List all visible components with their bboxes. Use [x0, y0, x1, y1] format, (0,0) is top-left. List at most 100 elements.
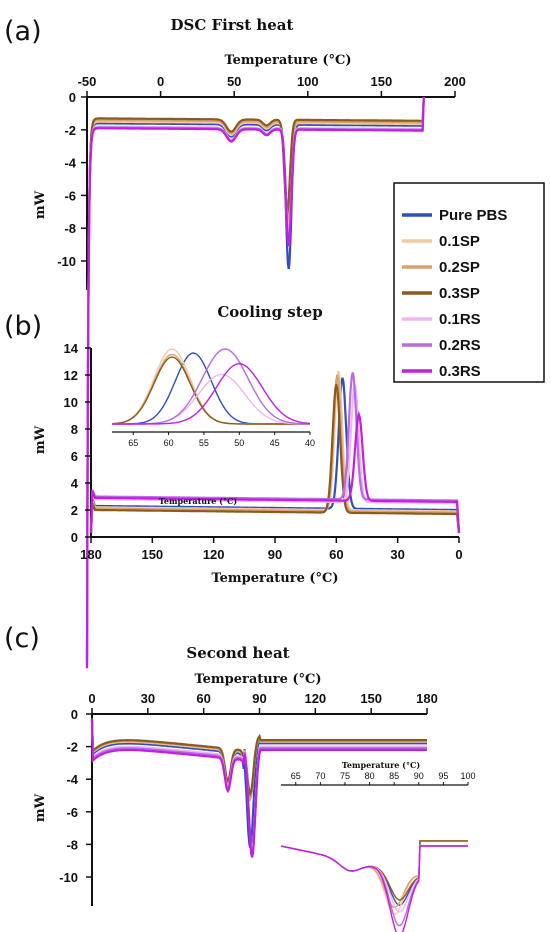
panel-c-x-tick-label: 90: [252, 691, 266, 706]
panel-a-x-tick-label: 50: [227, 74, 241, 89]
panel-a-x-tick-label: 0: [157, 74, 164, 89]
panel-c-x-tick-label: 120: [304, 691, 326, 706]
panel-b-inset-x-tick-label: 55: [199, 438, 209, 448]
panel-c-inset-series-pure-pbs: [280, 840, 468, 906]
panel-c-series-0-3sp: [90, 718, 427, 797]
panel-c-xlabel: Temperature (°C): [194, 672, 321, 687]
panel-c-inset-series-0-1rs: [280, 845, 468, 913]
panel-a-x-tick-label: -50: [78, 74, 97, 89]
panel-b-x-tick-label: 180: [80, 547, 102, 562]
panel-b-inset-xlabel: Temperature (°C): [159, 496, 237, 506]
panel-b-x-tick-label: 30: [390, 547, 404, 562]
panel-b-series: [89, 370, 461, 534]
panel-c-x-tick-label: 0: [88, 691, 95, 706]
panel-c-inset-x-tick-label: 95: [438, 771, 448, 781]
panel-c-inset-x-tick-label: 70: [315, 771, 325, 781]
panel-a-x-tick-label: 150: [371, 74, 393, 89]
panel-c-title: Second heat: [186, 644, 289, 662]
panel-b-y-tick-label: 4: [71, 476, 79, 491]
panel-c-series: [90, 718, 427, 858]
panel-c-x-tick-label: 60: [196, 691, 210, 706]
panel-c-inset-x-tick-label: 75: [340, 771, 350, 781]
panel-a-label: (a): [4, 16, 42, 47]
panel-b-series-0-2rs: [89, 372, 461, 534]
panel-a-y-tick-label: -4: [64, 156, 76, 171]
panel-c-x-tick-label: 150: [360, 691, 382, 706]
panel-a-y-tick-label: -6: [64, 188, 76, 203]
panel-b-series-0-1sp: [89, 370, 461, 534]
panel-a-ylabel: mW: [33, 190, 48, 219]
panel-a-series-0-3sp: [85, 96, 425, 659]
panel-a-y-tick-label: -10: [57, 254, 76, 269]
panel-b-y-tick-label: 8: [71, 422, 78, 437]
panel-b-inset-series-0-3sp: [111, 356, 310, 425]
panel-b-inset-x-tick-label: 40: [305, 438, 315, 448]
panel-c-inset-series-0-3rs: [280, 845, 468, 932]
panel-b-y-tick-label: 14: [64, 341, 79, 356]
panel-c-x-tick-label: 30: [141, 691, 155, 706]
legend-label-pure-pbs: Pure PBS: [439, 207, 507, 224]
panel-b-inset-x-tick-label: 65: [128, 438, 138, 448]
panel-c-y-tick-label: -4: [66, 772, 78, 787]
panel-c-y-tick-label: 0: [71, 707, 78, 722]
panel-a-series-0-3rs: [85, 96, 425, 669]
panel-c-inset: Temperature (°C) 65 70 75 80 85 90 95 100: [280, 760, 476, 932]
legend-label-0-2rs: 0.2RS: [439, 337, 481, 354]
panel-b-y-tick-label: 6: [71, 449, 78, 464]
panel-c-y-tick-label: -2: [66, 740, 78, 755]
panel-b-axes: 180 150 120 90 60 30 0 0 2 4 6 8 10 12 14: [64, 341, 463, 562]
panel-b-y-tick-label: 0: [71, 530, 78, 545]
panel-b-series-0-3rs: [89, 410, 461, 534]
panel-b-x-tick-label: 0: [455, 547, 462, 562]
panel-c: (c) Second heat Temperature (°C) mW 0 30 6…: [4, 623, 476, 932]
panel-b-y-tick-label: 10: [64, 395, 78, 410]
legend: Pure PBS 0.1SP 0.2SP 0.3SP 0.1RS 0.2RS 0.3RS: [393, 182, 545, 383]
panel-b-series-0-2sp: [89, 374, 461, 534]
panel-c-inset-x-tick-label: 65: [291, 771, 301, 781]
panel-c-inset-series-0-2sp: [280, 840, 468, 909]
panel-b-label: (b): [4, 311, 42, 342]
panel-b-y-tick-label: 2: [71, 503, 78, 518]
panel-b-y-tick-label: 12: [64, 368, 78, 383]
panel-a: (a) DSC First heat Temperature (°C) mW -…: [4, 16, 466, 669]
panel-c-inset-x-tick-label: 90: [414, 771, 424, 781]
panel-a-y-tick-label: 0: [69, 90, 76, 105]
panel-c-ylabel: mW: [33, 793, 48, 822]
panel-b-series-0-1rs: [89, 384, 461, 534]
legend-label-0-2sp: 0.2SP: [439, 259, 480, 276]
panel-a-series: [85, 96, 425, 669]
panel-b-inset-series-pure-pbs: [112, 352, 310, 425]
panel-b-inset-series-0-1sp: [111, 348, 310, 425]
panel-c-y-tick-label: -8: [66, 837, 78, 852]
panel-a-x-tick-label: 100: [297, 74, 319, 89]
panel-b-inset-series-0-2rs: [112, 348, 310, 425]
panel-a-xlabel: Temperature (°C): [224, 53, 351, 68]
panel-b-x-tick-label: 90: [268, 547, 282, 562]
panel-a-y-tick-label: -2: [64, 123, 76, 138]
panel-b-inset-series-0-2sp: [111, 353, 310, 425]
panel-a-series-0-2sp: [85, 96, 425, 661]
panel-a-x-tick-label: 200: [444, 74, 466, 89]
panel-c-inset-x-tick-label: 85: [389, 771, 399, 781]
panel-b-inset-x-tick-label: 60: [164, 438, 174, 448]
panel-a-y-tick-label: -8: [64, 221, 76, 236]
panel-b-ylabel: mW: [33, 425, 48, 454]
panel-c-x-tick-label: 180: [416, 691, 438, 706]
panel-a-title: DSC First heat: [171, 16, 294, 34]
panel-b-inset: Temperature (°C) 65 60 55 50 45 40: [111, 348, 315, 506]
legend-label-0-1rs: 0.1RS: [439, 311, 481, 328]
legend-label-0-3rs: 0.3RS: [439, 363, 481, 380]
panel-b-inset-series-0-3rs: [112, 362, 311, 425]
panel-b-x-tick-label: 150: [141, 547, 163, 562]
panel-c-series-0-3rs: [90, 718, 427, 858]
panel-c-y-tick-label: -6: [66, 805, 78, 820]
panel-b-x-tick-label: 60: [329, 547, 343, 562]
panel-c-inset-xlabel: Temperature (°C): [342, 760, 420, 770]
panel-b-xlabel: Temperature (°C): [211, 571, 338, 586]
panel-b-title: Cooling step: [217, 303, 322, 321]
panel-c-inset-series-0-2rs: [280, 845, 468, 927]
panel-b-x-tick-label: 120: [203, 547, 225, 562]
legend-label-0-3sp: 0.3SP: [439, 285, 480, 302]
